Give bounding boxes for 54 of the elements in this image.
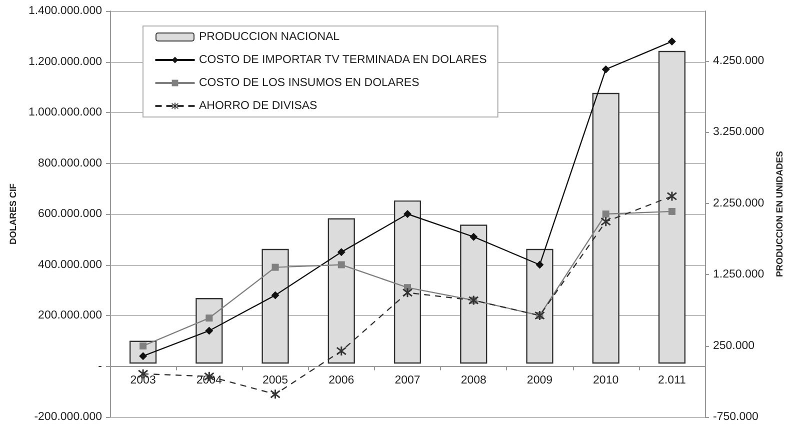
point <box>402 287 413 298</box>
legend-label: AHORRO DE DIVISAS <box>199 100 318 112</box>
x-tick-label: 2008 <box>460 374 486 386</box>
y-tick-label: 400.000.000 <box>38 258 102 271</box>
point <box>668 37 676 46</box>
point <box>602 210 610 218</box>
point <box>668 208 676 215</box>
point <box>602 65 610 74</box>
point <box>336 346 347 356</box>
y-tick-label: 200.000.000 <box>38 310 102 322</box>
legend-label: COSTO DE IMPORTAR TV TERMINADA EN DOLARES <box>199 54 488 66</box>
x-tick-label: 2005 <box>262 374 288 386</box>
y-tick-label: -200.000.000 <box>34 411 102 423</box>
bar <box>196 298 223 364</box>
y-tick-label: 1.400.000.000 <box>28 5 102 17</box>
y-tick-label: 800.000.000 <box>38 157 102 170</box>
y2-tick-label: 250.000 <box>713 340 755 352</box>
point <box>600 216 612 227</box>
point <box>271 291 280 300</box>
y2-axis-title: PRODUCCION EN UNIDADES <box>774 150 785 278</box>
bar <box>328 218 355 364</box>
y-tick-label: 1.200.000.000 <box>28 56 102 68</box>
legend-label: COSTO DE LOS INSUMOS EN DOLARES <box>199 77 420 89</box>
x-tick-label: 2003 <box>130 374 156 386</box>
x-tick-label: 2009 <box>526 374 553 386</box>
point <box>337 248 346 256</box>
point <box>338 261 345 268</box>
x-tick-label: 2006 <box>328 374 354 386</box>
point <box>536 260 544 269</box>
x-tick-label: 2007 <box>394 374 420 386</box>
point <box>272 264 279 271</box>
y2-tick-label: 3.250.000 <box>713 126 764 138</box>
bar <box>262 248 289 364</box>
point <box>270 388 281 400</box>
point <box>470 232 478 241</box>
x-tick-label: 2.011 <box>658 374 686 386</box>
y2-tick-label: 4.250.000 <box>713 54 764 67</box>
y-axis-title: DOLARES CIF <box>8 183 18 245</box>
y-tick-label: - <box>98 360 102 372</box>
point <box>205 326 214 335</box>
point <box>666 190 678 202</box>
y-tick-label: 1.000.000.000 <box>28 106 102 118</box>
x-tick-label: 2010 <box>593 374 619 386</box>
y2-tick-label: 2.250.000 <box>713 197 764 210</box>
y2-tick-label: 1.250.000 <box>713 268 764 281</box>
bar <box>394 200 422 364</box>
bar <box>526 248 554 364</box>
legend-label: PRODUCCION NACIONAL <box>199 31 340 43</box>
y2-tick-label: -750.000 <box>713 411 758 423</box>
y-tick-label: 600.000.000 <box>38 208 102 220</box>
point <box>140 342 147 350</box>
point <box>206 314 213 322</box>
bar <box>460 224 488 364</box>
point <box>404 210 412 218</box>
